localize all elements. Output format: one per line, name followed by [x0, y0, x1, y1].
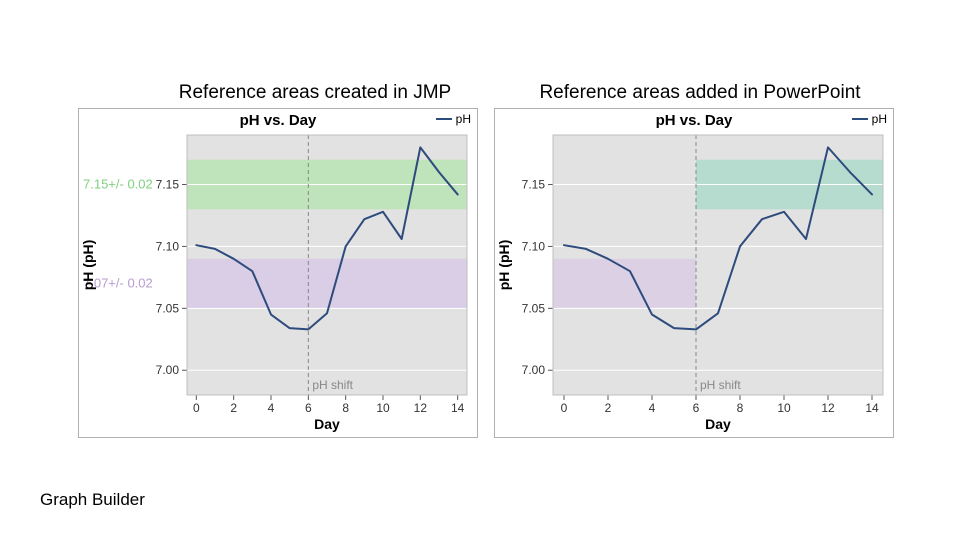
- ph-shift-label: pH shift: [700, 378, 741, 392]
- x-tick-label: 2: [230, 401, 237, 415]
- x-tick-label: 10: [376, 401, 390, 415]
- x-tick-label: 12: [414, 401, 428, 415]
- chart-panel-left: pH vs. Day pH 7.15+/- 0.027.07+/- 0.02pH…: [78, 108, 478, 438]
- x-tick-label: 10: [777, 401, 791, 415]
- heading-right: Reference areas added in PowerPoint: [520, 82, 880, 104]
- x-tick-label: 8: [737, 401, 744, 415]
- y-axis-label: pH (pH): [80, 240, 96, 291]
- legend-left: pH: [436, 112, 471, 126]
- y-tick-label: 7.05: [156, 301, 180, 315]
- x-axis-label: Day: [705, 416, 731, 432]
- chart-title-left: pH vs. Day: [79, 112, 477, 129]
- x-axis-label: Day: [314, 416, 340, 432]
- x-tick-label: 0: [193, 401, 200, 415]
- y-tick-label: 7.00: [522, 363, 546, 377]
- band-label: 7.15+/- 0.02: [83, 177, 153, 192]
- heading-left: Reference areas created in JMP: [150, 82, 480, 104]
- x-tick-label: 6: [693, 401, 700, 415]
- reference-band: [187, 259, 467, 309]
- y-tick-label: 7.00: [156, 363, 180, 377]
- y-axis-label: pH (pH): [496, 240, 512, 291]
- x-tick-label: 14: [865, 401, 879, 415]
- x-tick-label: 0: [561, 401, 568, 415]
- legend-swatch-left: [436, 118, 452, 120]
- reference-band: [553, 259, 696, 309]
- legend-label-left: pH: [456, 112, 471, 126]
- x-tick-label: 14: [451, 401, 465, 415]
- x-tick-label: 2: [605, 401, 612, 415]
- y-tick-label: 7.15: [156, 178, 180, 192]
- x-tick-label: 4: [268, 401, 275, 415]
- chart-panel-right: pH vs. Day pH pH shift 0 2 4 6 8 10 12 14 7.00 7.0…: [494, 108, 894, 438]
- footer-caption: Graph Builder: [40, 490, 145, 510]
- x-tick-label: 6: [305, 401, 312, 415]
- chart-svg-left: 7.15+/- 0.027.07+/- 0.02pH shift02468101…: [79, 131, 477, 437]
- y-tick-label: 7.10: [156, 239, 180, 253]
- x-tick-label: 12: [821, 401, 835, 415]
- chart-title-right: pH vs. Day: [495, 112, 893, 129]
- ph-shift-label: pH shift: [312, 378, 353, 392]
- legend-swatch-right: [852, 118, 868, 120]
- legend-label-right: pH: [872, 112, 887, 126]
- chart-svg-right: pH shift 0 2 4 6 8 10 12 14 7.00 7.05 7.10 7.15 Day pH…: [495, 131, 893, 437]
- x-tick-label: 8: [342, 401, 349, 415]
- y-tick-label: 7.05: [522, 301, 546, 315]
- y-tick-label: 7.10: [522, 239, 546, 253]
- legend-right: pH: [852, 112, 887, 126]
- y-tick-label: 7.15: [522, 178, 546, 192]
- x-tick-label: 4: [649, 401, 656, 415]
